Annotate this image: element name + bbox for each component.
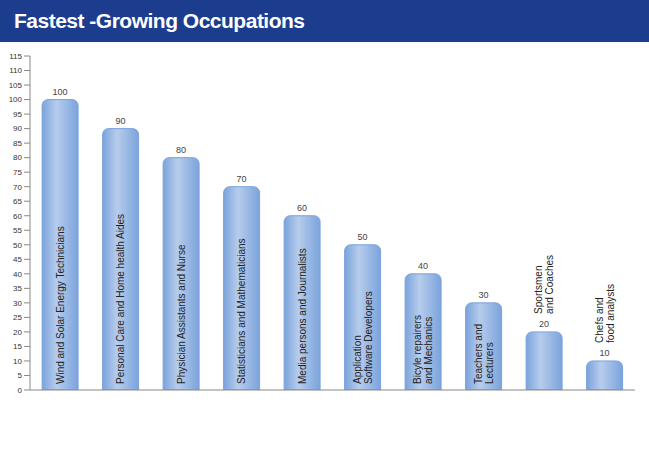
svg-text:60: 60 — [297, 203, 307, 213]
svg-text:Sportsmenand Coaches: Sportsmenand Coaches — [533, 255, 555, 314]
html-text:Fastest -Growing Occupations: Fastest -Growing Occupations — [14, 9, 305, 32]
svg-text:100: 100 — [9, 95, 23, 104]
svg-text:55: 55 — [13, 226, 22, 235]
svg-text:70: 70 — [237, 174, 247, 184]
svg-text:70: 70 — [13, 183, 22, 192]
svg-text:35: 35 — [13, 284, 22, 293]
svg-text:90: 90 — [13, 124, 22, 133]
svg-text:30: 30 — [479, 290, 489, 300]
svg-text:30: 30 — [13, 299, 22, 308]
svg-text:95: 95 — [13, 110, 22, 119]
svg-text:65: 65 — [13, 197, 22, 206]
svg-text:ApplicationSoftware Developers: ApplicationSoftware Developers — [352, 291, 374, 384]
svg-text:Teachers andLecturers: Teachers andLecturers — [473, 324, 495, 384]
svg-text:Chefs andfood analysts: Chefs andfood analysts — [594, 284, 616, 343]
svg-text:50: 50 — [358, 232, 368, 242]
svg-text:5: 5 — [18, 371, 23, 380]
svg-text:15: 15 — [13, 342, 22, 351]
svg-text:100: 100 — [53, 87, 68, 97]
svg-text:20: 20 — [539, 319, 549, 329]
svg-text:Physician Assistants and Nurse: Physician Assistants and Nurse — [176, 244, 187, 384]
svg-text:Personal Care and Home health: Personal Care and Home health Aides — [115, 214, 126, 384]
svg-text:115: 115 — [9, 52, 22, 61]
svg-text:110: 110 — [9, 66, 22, 75]
svg-text:80: 80 — [13, 153, 22, 162]
svg-text:90: 90 — [116, 116, 126, 126]
svg-text:80: 80 — [176, 145, 186, 155]
svg-text:85: 85 — [13, 139, 22, 148]
svg-text:50: 50 — [13, 241, 22, 250]
svg-text:45: 45 — [13, 255, 22, 264]
svg-text:Bicyle repairersand Mechanics: Bicyle repairersand Mechanics — [412, 315, 434, 384]
svg-text:60: 60 — [13, 212, 22, 221]
svg-text:40: 40 — [418, 261, 428, 271]
svg-text:20: 20 — [13, 328, 22, 337]
svg-text:25: 25 — [13, 313, 22, 322]
svg-text:105: 105 — [9, 81, 23, 90]
svg-text:Statisticians and Mathematicia: Statisticians and Mathematicians — [236, 238, 247, 384]
svg-text:10: 10 — [600, 348, 610, 358]
svg-text:Wind and Solar Energy Technici: Wind and Solar Energy Technicians — [55, 226, 66, 384]
svg-text:40: 40 — [13, 270, 22, 279]
svg-text:0: 0 — [18, 386, 23, 395]
svg-text:Media persons and Journalists: Media persons and Journalists — [297, 248, 308, 384]
svg-text:10: 10 — [13, 357, 22, 366]
svg-text:75: 75 — [13, 168, 22, 177]
